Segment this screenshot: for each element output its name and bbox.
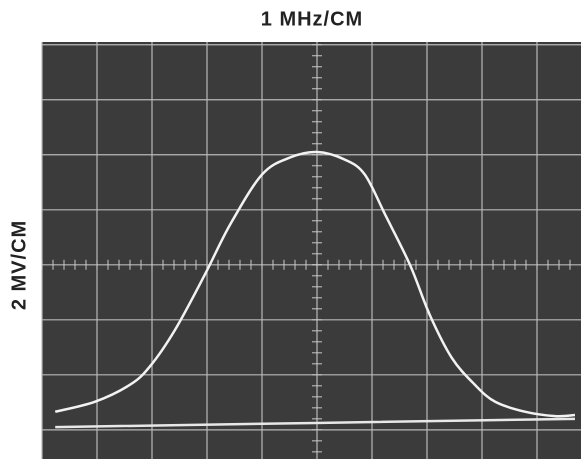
scope-screen: [42, 42, 581, 459]
trace: [54, 150, 576, 418]
chart-title: 1 MHz/CM: [261, 8, 363, 30]
y-axis-label: 2 MV/CM: [8, 220, 30, 310]
trace: [55, 417, 575, 429]
